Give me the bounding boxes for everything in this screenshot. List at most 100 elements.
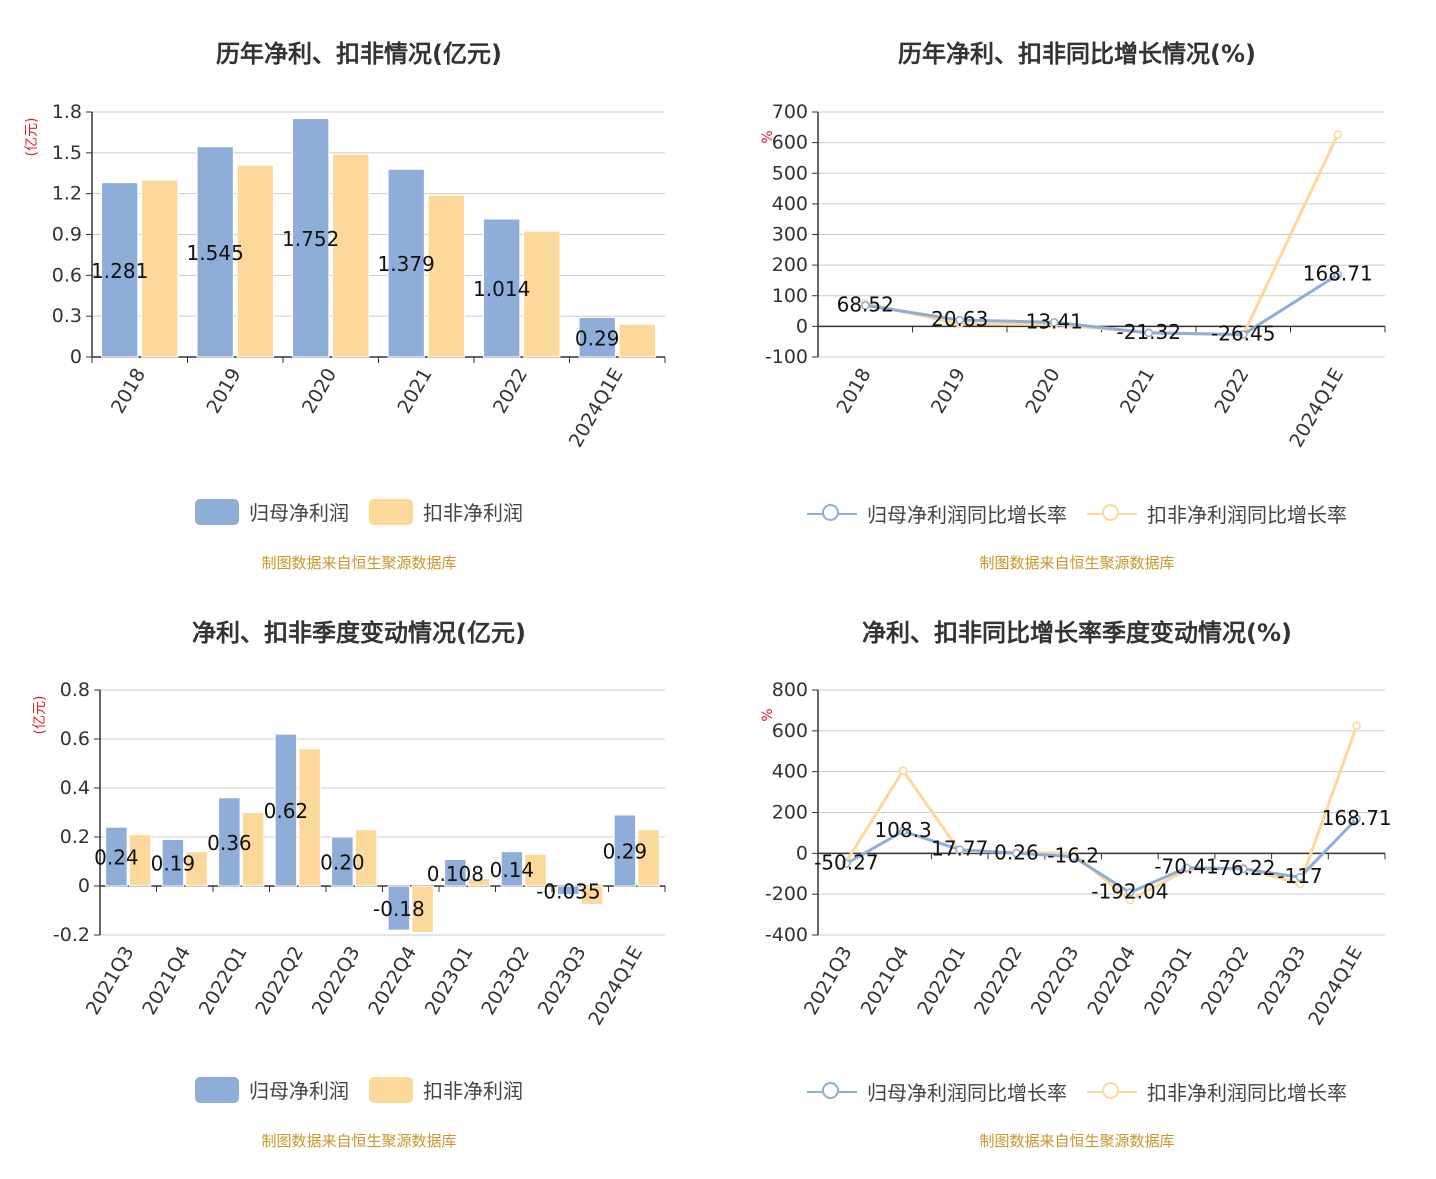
legend-item-deducted-growth[interactable]: 扣非净利润同比增长率 [1087,1077,1347,1106]
x-tick-label: 2022 [489,365,532,418]
series-line-net-growth [845,817,1358,895]
legend-label: 扣非净利润 [423,1079,523,1103]
data-label: -21.32 [1117,320,1181,344]
chart-yearly-profit-bars: 0 0.3 0.6 0.9 1.2 1.5 1.8 (亿元) 2018 2019 2020 2021 2… [24,101,666,452]
bar-net-profit [578,317,616,358]
bar-deducted-profit [236,164,274,358]
data-label: -16.2 [1047,844,1099,868]
data-point [1050,318,1059,327]
x-tick-label: 2018 [832,365,875,418]
legend: 归母净利润同比增长率 扣非净利润同比增长率 [718,499,1436,528]
bar-deducted-profit [411,885,434,934]
legend-item-deducted-profit[interactable]: 扣非净利润 [369,1075,523,1104]
bar-deducted-profit [141,179,179,358]
bar-deducted-profit [637,829,660,887]
x-tick-label: 2020 [1021,365,1064,418]
y-tick-label: 0.8 [60,679,90,701]
data-label: 1.752 [282,227,339,251]
bar-deducted-profit [298,748,321,887]
y-tick-label: 1.8 [52,101,82,123]
y-tick-label: 800 [772,679,808,701]
y-tick-label: 200 [772,254,808,276]
x-tick-label: 2024Q1E [565,365,628,452]
x-tick-label: 2021Q4 [138,943,195,1019]
data-label: -117 [1277,864,1322,888]
data-label: 0.24 [94,846,139,870]
legend: 归母净利润同比增长率 扣非净利润同比增长率 [718,1077,1436,1106]
data-label: 1.281 [91,259,148,283]
legend-item-net-growth[interactable]: 归母净利润同比增长率 [807,499,1067,528]
data-point [1144,328,1153,338]
bar-deducted-profit [467,878,491,887]
y-tick-label: 700 [772,101,808,123]
legend-label: 扣非净利润 [423,501,523,525]
data-point [1239,330,1248,339]
y-tick-label: -200 [765,883,808,905]
y-tick-label: 600 [772,720,808,742]
data-label: 168.71 [1303,262,1373,286]
y-tick-label: 1.2 [52,183,82,205]
legend: 归母净利润 扣非净利润 [0,1075,718,1104]
chart-yearly-growth-lines: -100 0 100 200 300 400 500 600 700% 2018 2019 2020 2… [760,101,1386,451]
x-tick-label: 2024Q1E [1304,943,1367,1030]
data-point [1352,721,1361,730]
data-label: 1.545 [187,241,244,265]
data-point [1182,863,1191,872]
y-tick-label: -100 [765,346,808,368]
x-tick-label: 2022Q2 [251,943,308,1019]
data-point [1333,270,1342,279]
line-circle-icon [807,503,857,525]
x-tick-label: 2020 [298,365,341,418]
y-tick-label: 400 [772,761,808,783]
bar-deducted-profit [241,812,265,887]
panel-quarterly-growth: 净利、扣非同比增长率季度变动情况(%) -400 -200 0 200 400 600 80… [718,589,1436,1178]
legend-item-net-growth[interactable]: 归母净利润同比增长率 [807,1077,1067,1106]
y-tick-label: 0 [796,315,808,337]
x-tick-label: 2024Q1E [584,943,647,1030]
bar-net-profit [292,118,330,358]
y-tick-label: 600 [772,132,808,154]
x-tick-label: 2023Q3 [1254,943,1311,1019]
y-axis-unit-label: (亿元) [24,118,40,157]
x-tick-label: 2022Q4 [1083,943,1140,1019]
bar-net-profit [196,146,234,358]
y-tick-label: 200 [772,802,808,824]
legend-item-net-profit[interactable]: 归母净利润 [195,497,349,526]
bar-net-profit [387,168,425,358]
data-label: 1.014 [473,277,530,301]
data-label: 17.77 [931,837,988,861]
y-tick-label: 300 [772,224,808,246]
y-tick-label: -0.2 [53,924,90,946]
data-point [1333,130,1342,139]
line-circle-icon [1087,1081,1137,1103]
legend-label: 扣非净利润同比增长率 [1147,503,1347,527]
chart-title: 历年净利、扣非同比增长情况(%) [898,40,1256,68]
bar-net-profit [331,836,354,887]
legend-item-net-profit[interactable]: 归母净利润 [195,1075,349,1104]
data-point [1068,852,1078,861]
data-point [955,845,964,854]
y-tick-label: 100 [772,285,808,307]
x-tick-label: 2021 [393,365,436,418]
y-tick-label: 1.5 [52,142,82,164]
data-point [1239,864,1248,874]
y-tick-label: 0.2 [60,826,90,848]
y-axis-unit-label: % [760,130,776,143]
y-tick-label: 500 [772,162,808,184]
data-label: 0.26 [994,840,1039,864]
y-axis-unit-label: (亿元) [32,696,48,735]
data-source-note: 制图数据来自恒生聚源数据库 [979,554,1175,572]
x-tick-label: 2021 [1116,365,1159,418]
y-tick-label: 0 [796,842,808,864]
data-point [1352,814,1361,824]
bar-swatch-icon [369,498,413,525]
bar-net-profit [274,733,298,887]
legend-item-deducted-growth[interactable]: 扣非净利润同比增长率 [1087,499,1347,528]
line-circle-icon [807,1081,857,1103]
line-circle-icon [1087,503,1137,525]
bar-deducted-profit [618,323,656,358]
data-label: -70.41 [1154,855,1218,879]
legend-item-deducted-profit[interactable]: 扣非净利润 [369,497,523,526]
chart-quarterly-profit-bars: -0.200.20.40.60.8(亿元)2021Q3 2021Q4 2022Q1 2… [32,679,666,1030]
x-tick-label: 2023Q2 [477,943,534,1019]
